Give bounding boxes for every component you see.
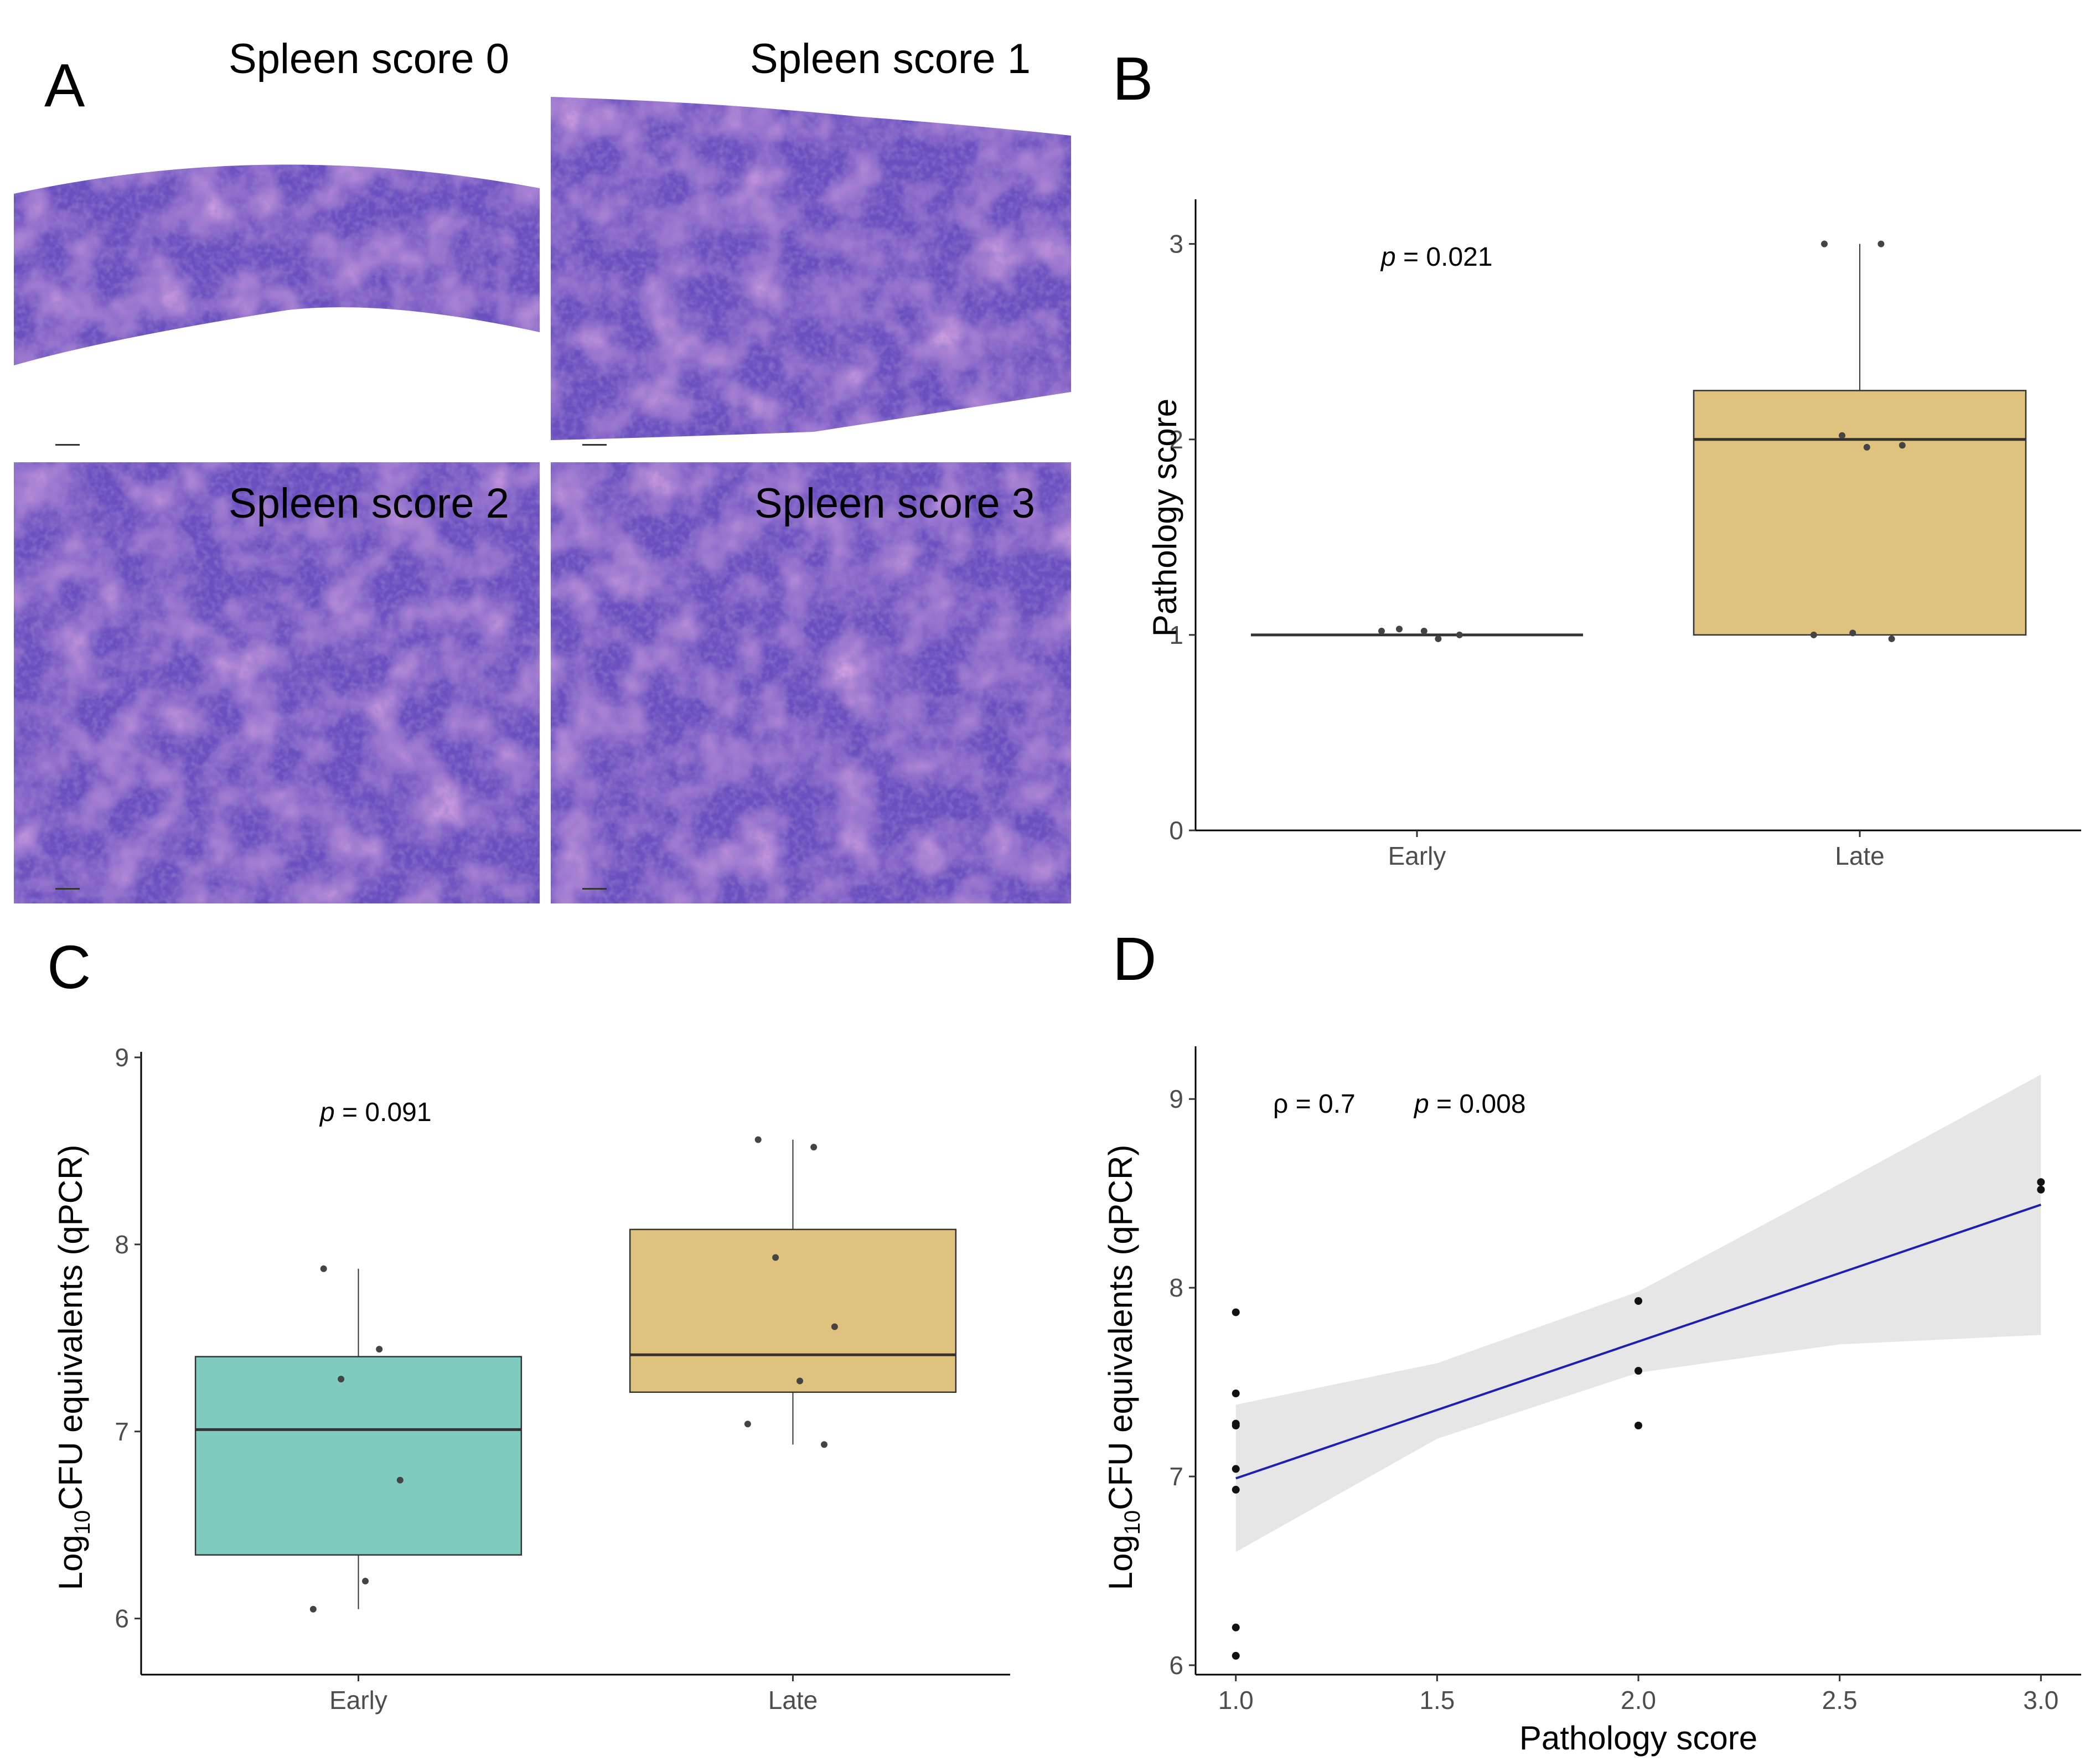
panel-letter-a: A (44, 51, 85, 120)
micrograph-label-2: Spleen score 2 (229, 480, 509, 527)
data-point (831, 1323, 838, 1330)
x-tick-label: 2.5 (1822, 1686, 1858, 1714)
x-tick-label: Late (1835, 841, 1885, 870)
data-point (1821, 240, 1828, 247)
micrograph-label-1: Spleen score 1 (750, 35, 1031, 82)
data-point (1810, 631, 1817, 638)
data-point (744, 1421, 751, 1428)
panel-c: C 6 7 8 9 Early Late Log10CFU equivalents (qPC… (47, 933, 1010, 1714)
data-point (1839, 432, 1845, 439)
data-point (796, 1377, 804, 1385)
p-value-label: p = 0.091 (319, 1098, 432, 1127)
regression-line (1235, 1204, 2041, 1480)
data-point (1232, 1422, 1240, 1429)
x-tick-label: 3.0 (2023, 1686, 2058, 1714)
data-point (754, 1136, 762, 1143)
y-tick-label: 2 (1169, 425, 1183, 454)
micrograph-label-0: Spleen score 0 (229, 35, 509, 82)
micrograph-score-3 (551, 462, 1071, 903)
data-point (1456, 631, 1463, 638)
panel-d: D 6 7 8 9 1.0 1.5 2.0 2.5 3.0 Log10CFU equivalent… (1102, 925, 2081, 1757)
y-tick-label: 6 (1169, 1651, 1183, 1680)
micrograph-label-3: Spleen score 3 (754, 480, 1035, 527)
box-early (194, 1265, 523, 1613)
y-tick-label: 7 (115, 1417, 129, 1446)
y-tick-label: 8 (115, 1230, 129, 1259)
y-tick-label: 7 (1169, 1462, 1183, 1491)
y-axis-title: Pathology score (1146, 399, 1183, 637)
panel-a: A Spleen score 0 Spleen score 1 Spleen s… (14, 35, 1071, 903)
data-point (1635, 1297, 1642, 1305)
data-point (1877, 240, 1885, 247)
data-point (1899, 442, 1906, 449)
box-iqr (629, 1228, 957, 1393)
y-axis-title: Log10CFU equivalents (qPCR) (52, 1145, 95, 1590)
x-tick-label: 2.0 (1621, 1686, 1656, 1714)
chart-cfu-by-stage: 6 7 8 9 Early Late Log10CFU equivalents (qPCR)… (52, 1043, 1010, 1714)
rho-label: ρ = 0.7 (1273, 1089, 1356, 1119)
y-tick-label: 0 (1169, 816, 1183, 845)
panel-letter-c: C (47, 933, 91, 1001)
y-tick-label: 8 (1169, 1273, 1183, 1302)
confidence-band (1235, 1074, 2041, 1552)
panel-letter-d: D (1113, 925, 1156, 993)
x-tick-label: Early (329, 1686, 387, 1714)
x-tick-label: Late (768, 1686, 818, 1714)
y-tick-label: 3 (1169, 230, 1183, 259)
data-point (1635, 1422, 1642, 1429)
data-point (1863, 443, 1870, 451)
y-tick-label: 9 (1169, 1085, 1183, 1113)
data-point (2037, 1178, 2045, 1186)
chart-pathology-score: 0 1 2 3 Early Late Pathology score p = 0.021 (1146, 199, 2081, 870)
data-point (1232, 1308, 1240, 1316)
data-point (1635, 1367, 1642, 1375)
box-iqr (194, 1356, 523, 1556)
data-point (1232, 1390, 1240, 1398)
data-point (309, 1605, 317, 1613)
data-point (1232, 1651, 1240, 1660)
x-axis-title: Pathology score (1519, 1719, 1757, 1757)
data-point (362, 1578, 369, 1585)
data-point (1232, 1623, 1240, 1631)
data-point (396, 1476, 404, 1484)
data-point (338, 1376, 345, 1383)
panel-b: B 0 1 2 3 Early Late Pathology score p = 0.021 (1113, 45, 2081, 870)
y-tick-label: 1 (1169, 621, 1183, 649)
x-tick-label: Early (1388, 841, 1446, 870)
chart-cfu-vs-pathology: 6 7 8 9 1.0 1.5 2.0 2.5 3.0 Log10CFU equivalents … (1102, 1046, 2081, 1757)
data-point (1435, 635, 1442, 642)
data-point (1232, 1485, 1240, 1494)
data-point (376, 1346, 383, 1353)
data-point (772, 1254, 779, 1261)
box-late (629, 1136, 957, 1448)
data-point (1888, 635, 1895, 642)
data-point (1420, 627, 1427, 634)
box-iqr (1693, 390, 2027, 636)
data-point (1396, 626, 1403, 633)
data-point (2037, 1185, 2045, 1194)
data-point (821, 1441, 828, 1448)
x-tick-label: 1.0 (1218, 1686, 1254, 1714)
panel-letter-b: B (1113, 45, 1153, 113)
x-tick-label: 1.5 (1419, 1686, 1455, 1714)
micrograph-score-0 (14, 164, 540, 446)
data-point (320, 1265, 327, 1272)
p-value-label: p = 0.021 (1380, 242, 1493, 272)
box-late (1693, 240, 2027, 642)
box-early (1251, 626, 1583, 642)
p-value-label: p = 0.008 (1413, 1089, 1526, 1119)
y-tick-label: 6 (115, 1604, 129, 1633)
y-axis-title: Log10CFU equivalents (qPCR) (1102, 1145, 1145, 1590)
data-point (1378, 627, 1385, 634)
data-point (1232, 1465, 1240, 1473)
data-point (810, 1144, 818, 1151)
data-point (1849, 629, 1856, 637)
y-tick-label: 9 (115, 1043, 129, 1072)
micrograph-score-2 (14, 462, 540, 903)
micrograph-score-1 (551, 97, 1071, 446)
